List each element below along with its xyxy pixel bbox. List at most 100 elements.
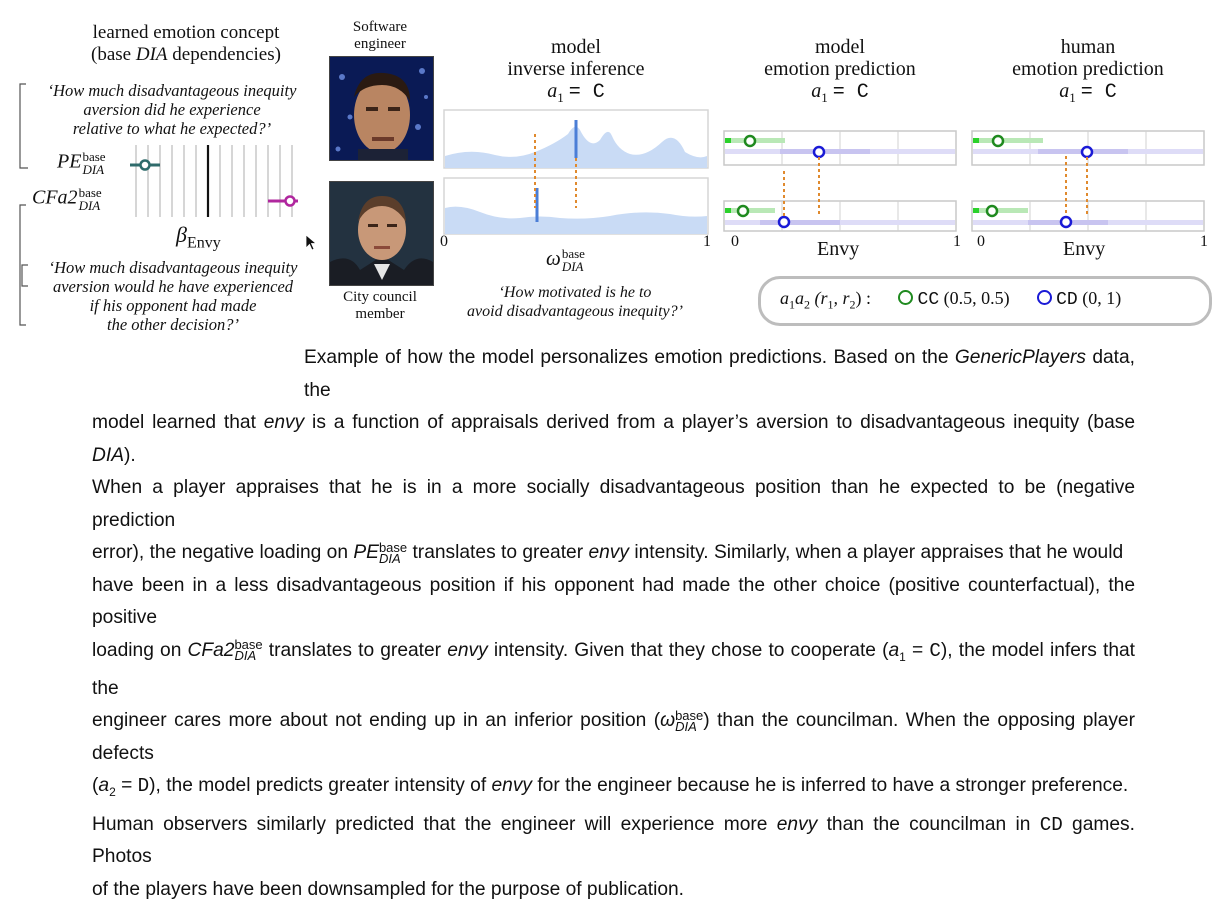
legend-r1-sub: 1 — [827, 297, 834, 312]
quote1-line2: aversion did he experience — [83, 100, 261, 119]
beta-plot — [130, 145, 298, 217]
omega-symbol: ω — [546, 246, 561, 270]
councilman-cd-point — [777, 215, 791, 229]
cursor-icon — [305, 234, 317, 251]
caption-line-8: (a2 = D), the model predicts greater int… — [92, 775, 1129, 800]
bottom-caption-line1: City council — [343, 289, 417, 305]
caption-line-2: model learned that envy is a function of… — [92, 412, 1136, 466]
councilman-cc-point — [736, 204, 750, 218]
engineer-cd-point — [812, 145, 826, 159]
omega-sup: base — [561, 246, 585, 262]
human-pred-title-line1: human — [1060, 36, 1116, 58]
legend-a1-sub: 1 — [789, 297, 795, 312]
inverse-title: model inverse inference a1 = C — [445, 36, 707, 109]
caption-line-1: Example of how the model personalizes em… — [304, 347, 1135, 401]
omega-label: ω base DIA — [546, 246, 585, 273]
beta-sub: Envy — [186, 234, 221, 252]
inverse-tick-1: 1 — [703, 233, 711, 250]
cfa-sup: base — [78, 185, 102, 200]
human-pred-cond-eq: = C — [1080, 81, 1117, 104]
caption-line-5: have been in a less disadvantageous posi… — [92, 574, 1135, 629]
model-pred-title-line2: emotion prediction — [764, 58, 916, 80]
model-pred-cond-a: a — [811, 80, 822, 102]
concept-title-post: dependencies) — [167, 44, 281, 65]
quote2-line4: the other decision?’ — [107, 315, 239, 334]
caption-line-4: error), the negative loading on PE base DI… — [92, 539, 1124, 566]
inverse-question-line2: avoid disadvantageous inequity?’ — [467, 303, 683, 320]
inverse-density-plot — [443, 109, 709, 235]
human-councilman-cc-point — [985, 204, 999, 218]
inverse-title-line1: model — [551, 36, 601, 58]
legend-content: a1a2 (r1, r2) : CC (0.5, 0.5) CD (0, 1) — [780, 288, 1121, 313]
legend-cc-value: (0.5, 0.5) — [943, 288, 1010, 308]
human-pred-tick-1: 1 — [1200, 233, 1208, 250]
quote1-line3: relative to what he expected?’ — [72, 119, 272, 138]
beta-label: βEnvy — [176, 222, 221, 252]
cfa-label-text: CFa2 — [32, 186, 78, 209]
legend-r1: (r — [810, 288, 828, 308]
caption-line-10: of the players have been downsampled for… — [92, 878, 685, 900]
model-pred-cond-eq: = C — [832, 81, 869, 104]
inverse-question-line1: ‘How motivated is he to — [498, 284, 652, 301]
human-pred-condition: a1 = C — [970, 80, 1206, 109]
inverse-cond-sub: 1 — [557, 90, 564, 105]
caption-line-9: Human observers similarly predicted that… — [92, 813, 1135, 868]
caption-line-3: When a player appraises that he is in a … — [92, 477, 1135, 531]
bottom-photo-caption: City council member — [325, 289, 435, 323]
quote2-line1: ‘How much disadvantageous inequity — [48, 258, 298, 277]
inverse-cond-eq: = C — [568, 81, 605, 104]
model-pred-tick-1: 1 — [953, 233, 961, 250]
concept-title-line1: learned emotion concept — [92, 22, 280, 43]
cfa-label: CFa2 base DIA — [32, 186, 102, 212]
quote-prediction-error: ‘How much disadvantageous inequity avers… — [22, 81, 322, 138]
cfa-marker — [268, 195, 298, 207]
inverse-tick-0: 0 — [440, 233, 448, 250]
top-caption-line2: engineer — [354, 36, 406, 52]
engineer-cc-point — [743, 134, 757, 148]
model-pred-title-line1: model — [815, 36, 865, 58]
legend-a1: a — [780, 288, 789, 308]
human-engineer-cd-point — [1080, 145, 1094, 159]
caption-line-7: engineer cares more about not ending up … — [92, 708, 1135, 764]
concept-title-pre: (base — [91, 44, 136, 65]
legend-r2: , r — [833, 288, 850, 308]
human-emotion-plot — [971, 130, 1205, 232]
inverse-question: ‘How motivated is he to avoid disadvanta… — [440, 283, 710, 321]
concept-title-dia: DIA — [135, 44, 168, 65]
legend-colon: ) : — [855, 288, 872, 308]
model-pred-condition: a1 = C — [722, 80, 958, 109]
human-engineer-cc-point — [991, 134, 1005, 148]
top-photo-caption: Software engineer — [330, 19, 430, 53]
legend-cd-value: (0, 1) — [1082, 288, 1122, 308]
pe-sup: base — [82, 149, 106, 164]
quote2-line3: if his opponent had made — [89, 296, 257, 315]
model-emotion-plot — [723, 130, 957, 232]
pe-marker — [130, 159, 160, 171]
inverse-title-line2: inverse inference — [507, 58, 645, 80]
human-pred-title-line2: emotion prediction — [1012, 58, 1164, 80]
pe-label-text: PE — [57, 150, 82, 173]
human-prediction-title: human emotion prediction a1 = C — [970, 36, 1206, 109]
legend-cd-code: CD — [1056, 290, 1078, 310]
legend-box — [758, 276, 1212, 326]
human-pred-xlabel: Envy — [1063, 238, 1106, 260]
model-pred-cond-sub: 1 — [821, 90, 828, 105]
human-councilman-cd-point — [1059, 215, 1073, 229]
legend-cd-marker — [1036, 290, 1052, 305]
concept-title-line2: (base DIA dependencies) — [30, 44, 342, 66]
inverse-cond-a: a — [547, 80, 558, 102]
model-pred-tick-0: 0 — [731, 233, 739, 250]
legend-r2-sub: 2 — [849, 297, 856, 312]
inverse-condition: a1 = C — [445, 80, 707, 109]
human-pred-cond-sub: 1 — [1069, 90, 1076, 105]
legend-a2: a — [795, 288, 804, 308]
omega-sub: DIA — [561, 259, 584, 275]
legend-a2-sub: 2 — [804, 297, 810, 312]
human-pred-tick-0: 0 — [977, 233, 985, 250]
quote1-line1: ‘How much disadvantageous inequity — [47, 81, 297, 100]
top-caption-line1: Software — [352, 19, 408, 35]
model-prediction-title: model emotion prediction a1 = C — [722, 36, 958, 109]
quote-counterfactual: ‘How much disadvantageous inequity avers… — [18, 258, 328, 334]
pe-label: PE base DIA — [57, 150, 106, 176]
human-pred-cond-a: a — [1059, 80, 1070, 102]
